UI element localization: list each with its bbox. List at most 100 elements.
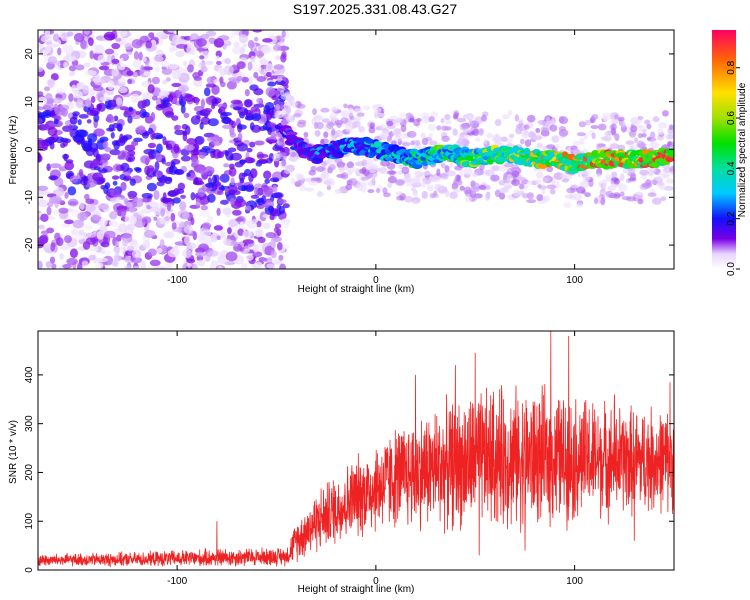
spectrogram-cell (619, 120, 626, 128)
spectrogram-cell (597, 123, 607, 131)
spectrogram-cell (130, 93, 140, 103)
spectrogram-cell (247, 39, 255, 49)
spectrogram-cell (200, 66, 208, 73)
snr-ylabel: SNR (10 * v/v) (8, 420, 19, 484)
spectrogram-cell (244, 89, 250, 97)
spectrogram-cell (55, 88, 66, 94)
spectrogram-cell (320, 107, 330, 113)
spectrogram-cell (334, 129, 343, 138)
spectrogram-cell (141, 80, 151, 88)
spectrogram-cell (291, 151, 297, 158)
spectrogram-cell (177, 182, 186, 191)
spectrogram-cell (296, 103, 306, 109)
spectrogram-cell (212, 174, 218, 184)
spectrogram-cell (76, 82, 83, 90)
spectrogram-cell (459, 123, 469, 131)
spectrogram-cell (205, 182, 215, 188)
spectrogram-cell (321, 166, 326, 171)
spectrogram-cell (422, 171, 431, 176)
spectrogram-cell (277, 199, 287, 204)
spectrogram-cell (513, 189, 521, 197)
spectrogram-cell (464, 114, 475, 120)
spectrogram-cell (228, 219, 239, 228)
spectrogram-cell (264, 101, 275, 111)
spectrogram-cell (639, 169, 649, 176)
spectrogram-cell (84, 70, 97, 77)
spectrogram-cell (187, 64, 194, 73)
spectrogram-cell (285, 105, 291, 114)
spectrogram-cell (420, 132, 426, 139)
spectrogram-cell (282, 220, 290, 229)
snr-series-line (38, 331, 674, 568)
spectrogram-cell (255, 261, 263, 269)
spectrogram-cell (401, 166, 410, 175)
spectrogram-cell (452, 188, 461, 193)
spectrogram-cell (111, 175, 120, 180)
spectrogram-ridge (274, 119, 674, 174)
spectrogram-cell (590, 124, 599, 130)
spectrogram-cell (169, 165, 175, 172)
spectrogram-cell (647, 192, 657, 197)
spectrogram-cell (50, 73, 59, 81)
spectrogram-cell (213, 225, 223, 231)
spectrogram-cell (110, 188, 121, 198)
spectrogram-cell (296, 121, 306, 128)
spectrogram-cell (263, 257, 268, 263)
spectrogram-cell (118, 86, 128, 94)
spectrogram-cell (59, 243, 71, 251)
spectrogram-cell (175, 43, 188, 49)
spectrogram-cell (244, 219, 254, 226)
spectrogram-cell (536, 193, 544, 202)
spectrogram-cell (217, 265, 223, 269)
spectrogram-cell (216, 235, 221, 241)
spectrogram-cell (111, 58, 120, 65)
spectrogram-cell (216, 207, 221, 217)
spectrogram-cell (222, 238, 232, 246)
spectrogram-cell (421, 115, 431, 124)
spectrogram-cell (153, 216, 158, 221)
spectrogram-cell (38, 185, 49, 191)
spectrogram-cell (45, 92, 53, 101)
spectrogram-cell (141, 111, 150, 118)
spectrogram-cell (393, 135, 403, 142)
spectrogram-cell (526, 114, 536, 123)
spectrogram-cell (452, 128, 458, 136)
spectrogram-cell (92, 77, 102, 83)
spectrogram-cell (312, 108, 317, 116)
spectrogram-cell (219, 230, 226, 239)
spectrogram-cell (605, 190, 614, 198)
x-tick-label: -100 (167, 275, 187, 286)
spectrogram-cell (584, 119, 591, 126)
spectrogram-cell (205, 148, 216, 154)
spectrogram-cell (114, 84, 120, 92)
spectrogram-cell (523, 124, 530, 130)
spectrogram-cell (159, 238, 165, 249)
spectrogram-cell (414, 170, 424, 177)
spectrogram-cell (168, 93, 174, 102)
spectrogram-cell (607, 185, 617, 192)
spectrogram-cell (73, 90, 83, 99)
spectrogram-cell (129, 178, 136, 186)
spectrogram-cell (628, 177, 637, 182)
spectrogram-cell (47, 127, 58, 137)
spectrogram-cell (263, 109, 270, 115)
spectrogram-cell (141, 216, 152, 224)
spectrogram-cell (558, 116, 569, 125)
spectrogram-cell (168, 63, 179, 70)
spectrogram-cell (664, 185, 674, 191)
spectrogram-cell (651, 197, 662, 205)
spectrogram-cell (254, 140, 265, 146)
spectrogram-ridge-cell (280, 119, 287, 126)
spectrogram-cell (538, 185, 547, 190)
spectrogram-cell (279, 136, 285, 143)
spectrogram-cell (99, 96, 111, 102)
spectrogram-cell (82, 85, 90, 94)
spectrogram-cell (107, 80, 115, 90)
spectrogram-cell (66, 31, 74, 37)
spectrogram-cell (563, 201, 572, 208)
spectrogram-cell (493, 141, 502, 146)
spectrogram-cell (293, 113, 302, 118)
spectrogram-cell (265, 86, 276, 97)
spectrogram-cell (71, 209, 80, 217)
spectrogram-cell (184, 144, 195, 151)
